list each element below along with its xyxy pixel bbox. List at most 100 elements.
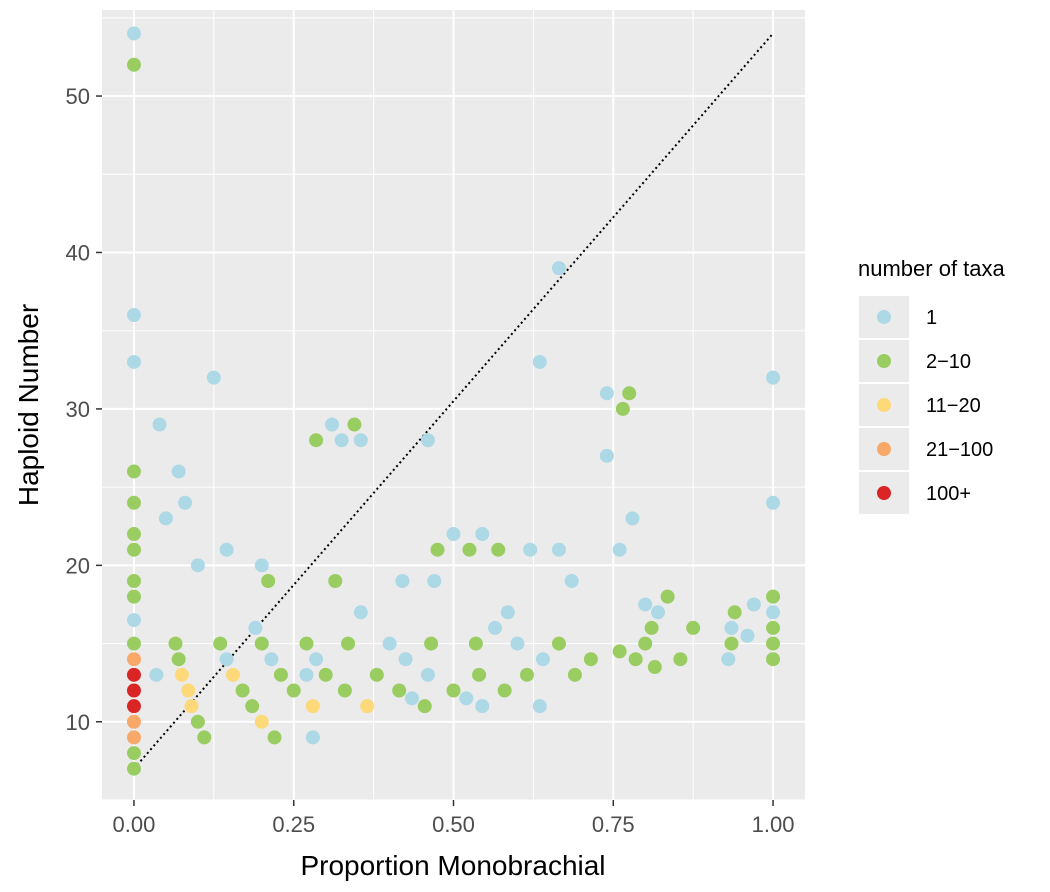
data-point	[248, 620, 263, 635]
x-tick-label: 0.75	[592, 812, 635, 837]
data-point	[149, 667, 164, 682]
data-point	[404, 691, 419, 706]
legend-label: 2−10	[926, 351, 971, 373]
data-point	[286, 683, 301, 698]
data-point	[638, 636, 653, 651]
data-point	[254, 558, 269, 573]
data-point	[190, 558, 205, 573]
data-point	[427, 573, 442, 588]
y-axis-title: Haploid Number	[13, 304, 44, 506]
legend-key-swatch	[877, 310, 891, 324]
data-point	[583, 652, 598, 667]
data-point	[126, 354, 141, 369]
data-point	[599, 386, 614, 401]
data-point	[567, 667, 582, 682]
data-point	[309, 433, 324, 448]
data-point	[660, 589, 675, 604]
data-point	[500, 605, 515, 620]
data-point	[746, 597, 761, 612]
data-point	[126, 699, 141, 714]
data-point	[158, 511, 173, 526]
data-point	[766, 636, 781, 651]
data-point	[551, 542, 566, 557]
data-point	[673, 652, 688, 667]
data-point	[766, 370, 781, 385]
data-point	[152, 417, 167, 432]
data-point	[178, 495, 193, 510]
data-point	[213, 636, 228, 651]
data-point	[475, 527, 490, 542]
data-point	[551, 261, 566, 276]
data-point	[766, 589, 781, 604]
data-point	[628, 652, 643, 667]
data-point	[126, 464, 141, 479]
data-point	[727, 605, 742, 620]
data-point	[488, 620, 503, 635]
data-point	[625, 511, 640, 526]
data-point	[126, 57, 141, 72]
data-point	[328, 573, 343, 588]
data-point	[523, 542, 538, 557]
data-point	[245, 699, 260, 714]
data-point	[766, 620, 781, 635]
data-point	[309, 652, 324, 667]
data-point	[395, 573, 410, 588]
reference-line	[133, 32, 774, 770]
x-tick-label: 1.00	[752, 812, 795, 837]
data-point	[254, 714, 269, 729]
data-point	[337, 683, 352, 698]
data-point	[184, 699, 199, 714]
data-point	[599, 448, 614, 463]
data-point	[126, 761, 141, 776]
data-point	[126, 542, 141, 557]
data-point	[318, 667, 333, 682]
legend-label: 11−20	[926, 395, 981, 417]
data-point	[126, 26, 141, 41]
data-point	[382, 636, 397, 651]
data-point	[721, 652, 736, 667]
data-point	[219, 542, 234, 557]
y-tick-label: 30	[66, 397, 90, 422]
data-point	[475, 699, 490, 714]
legend-title: number of taxa	[858, 256, 1006, 281]
data-point	[126, 495, 141, 510]
data-point	[551, 636, 566, 651]
data-point	[126, 667, 141, 682]
data-point	[299, 667, 314, 682]
data-point	[254, 636, 269, 651]
data-point	[267, 730, 282, 745]
data-point	[472, 667, 487, 682]
data-point	[126, 589, 141, 604]
data-point	[532, 699, 547, 714]
data-point	[126, 746, 141, 761]
data-point	[126, 613, 141, 628]
data-point	[468, 636, 483, 651]
x-tick-label: 0.00	[113, 812, 156, 837]
data-point	[126, 573, 141, 588]
data-point	[615, 401, 630, 416]
data-point	[740, 628, 755, 643]
x-tick-label: 0.50	[432, 812, 475, 837]
data-point	[261, 573, 276, 588]
legend-label: 21−100	[926, 439, 993, 461]
legend-label: 100+	[926, 483, 971, 505]
y-tick-label: 40	[66, 240, 90, 265]
data-point	[686, 620, 701, 635]
y-tick-label: 10	[66, 710, 90, 735]
data-point	[497, 683, 512, 698]
data-point	[226, 667, 241, 682]
legend: number of taxa 1 2−10 11−20 21−100 100+	[857, 256, 1006, 516]
data-point	[174, 667, 189, 682]
legend-key-swatch	[877, 442, 891, 456]
legend-key-swatch	[877, 398, 891, 412]
legend-key-background	[857, 294, 911, 340]
legend-entries: 1 2−10 11−20 21−100 100+	[857, 294, 993, 516]
data-point	[126, 683, 141, 698]
data-point	[491, 542, 506, 557]
data-point	[334, 433, 349, 448]
x-axis-ticks: 0.00 0.25 0.50 0.75 1.00	[113, 800, 795, 837]
data-point	[353, 433, 368, 448]
data-point	[126, 308, 141, 323]
data-point	[190, 714, 205, 729]
